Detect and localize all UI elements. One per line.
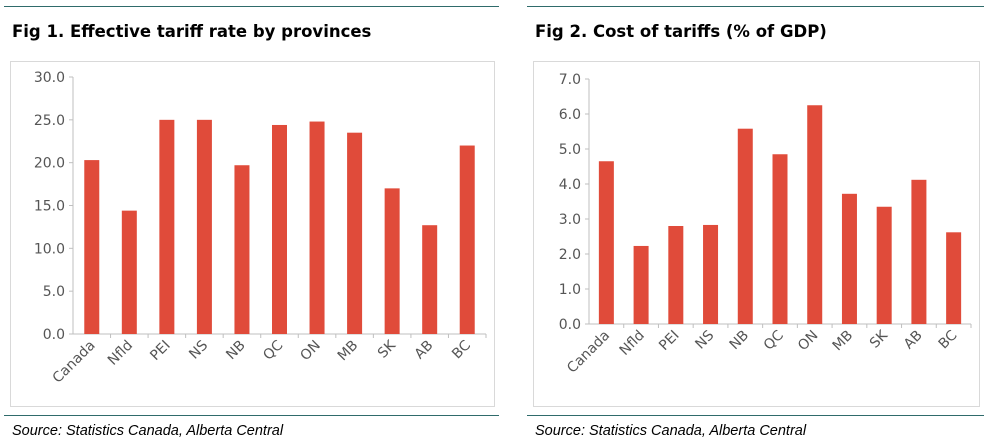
y-tick-label: 20.0 xyxy=(34,156,65,172)
fig1-chart-area: 0.0 5.0 10.0 15.0 20.0 25.0 30.0 Canada Nfld PEI N… xyxy=(10,61,495,407)
fig2-source: Source: Statistics Canada, Alberta Centr… xyxy=(535,423,807,439)
bar-nfld xyxy=(121,210,137,334)
x-tick-label: Nfld xyxy=(105,338,136,369)
bar-canada xyxy=(598,161,614,324)
x-tick-label: ON xyxy=(297,338,324,365)
y-tick-label: 15.0 xyxy=(34,199,65,215)
bar-ab xyxy=(422,225,438,334)
y-tick-label: 3.0 xyxy=(559,212,581,228)
bar-nb xyxy=(737,128,753,324)
bottom-divider xyxy=(527,415,984,416)
x-tick-label: Nfld xyxy=(617,328,648,359)
fig1-bar-chart: 0.0 5.0 10.0 15.0 20.0 25.0 30.0 Canada Nfld PEI N… xyxy=(34,70,487,387)
top-divider xyxy=(4,6,499,7)
bar-pei xyxy=(159,119,175,334)
bar-bc xyxy=(946,232,962,324)
y-tick-label: 0.0 xyxy=(43,327,65,343)
x-tick-label: SK xyxy=(867,327,892,352)
bottom-divider xyxy=(4,415,499,416)
bar-pei xyxy=(668,226,684,324)
x-tick-label: BC xyxy=(449,337,474,362)
y-tick-label: 30.0 xyxy=(34,70,65,86)
x-tick-label: NS xyxy=(692,327,717,352)
x-tick-label: NB xyxy=(223,338,249,364)
x-tick-label: QC xyxy=(761,327,787,353)
bar-on xyxy=(807,105,823,324)
x-tick-label: BC xyxy=(936,327,961,352)
fig2-bar-chart: 0.0 1.0 2.0 3.0 4.0 5.0 6.0 7.0 Canada Nfld PEI NS N… xyxy=(559,72,972,377)
y-tick-label: 7.0 xyxy=(559,72,581,88)
bar-nb xyxy=(234,165,250,334)
x-tick-label: PEI xyxy=(147,338,173,364)
x-tick-label: SK xyxy=(375,337,400,362)
x-tick-label: Canada xyxy=(564,328,613,377)
y-tick-label: 1.0 xyxy=(559,282,581,298)
bar-qc xyxy=(772,154,788,324)
fig2-chart-area: 0.0 1.0 2.0 3.0 4.0 5.0 6.0 7.0 Canada Nfld PEI NS N… xyxy=(533,61,980,407)
bar-qc xyxy=(272,124,287,334)
x-tick-label: AB xyxy=(412,338,437,363)
bar-sk xyxy=(876,206,892,324)
y-tick-label: 25.0 xyxy=(34,113,65,129)
bar-on xyxy=(309,121,325,334)
fig1-panel: Fig 1. Effective tariff rate by province… xyxy=(4,0,499,445)
bar-mb xyxy=(347,132,363,334)
y-tick-label: 0.0 xyxy=(559,317,581,333)
x-tick-label: MB xyxy=(335,338,362,365)
bar-ns xyxy=(196,119,212,334)
x-tick-label: NB xyxy=(727,328,753,354)
y-tick-label: 2.0 xyxy=(559,247,581,263)
fig2-title: Fig 2. Cost of tariffs (% of GDP) xyxy=(535,22,827,41)
x-tick-label: Canada xyxy=(50,338,99,387)
y-tick-label: 10.0 xyxy=(34,241,65,257)
top-divider xyxy=(527,6,984,7)
x-tick-label: MB xyxy=(830,328,857,355)
bar-nfld xyxy=(633,245,649,324)
x-tick-label: QC xyxy=(260,337,286,363)
y-tick-label: 5.0 xyxy=(559,142,581,158)
bar-canada xyxy=(84,160,100,334)
fig1-title: Fig 1. Effective tariff rate by province… xyxy=(12,22,372,41)
bar-bc xyxy=(459,145,475,334)
x-tick-label: ON xyxy=(795,328,822,355)
y-tick-label: 4.0 xyxy=(559,177,581,193)
y-tick-label: 6.0 xyxy=(559,107,581,123)
fig2-panel: Fig 2. Cost of tariffs (% of GDP) 0.0 1.0… xyxy=(527,0,984,445)
x-tick-label: NS xyxy=(186,337,211,362)
x-tick-label: PEI xyxy=(656,328,682,354)
y-tick-label: 5.0 xyxy=(43,284,65,300)
x-tick-label: AB xyxy=(901,328,926,353)
bar-ab xyxy=(911,179,927,324)
bar-ns xyxy=(703,224,719,324)
fig1-source: Source: Statistics Canada, Alberta Centr… xyxy=(12,423,284,439)
bar-sk xyxy=(384,188,400,334)
bar-mb xyxy=(841,193,857,324)
